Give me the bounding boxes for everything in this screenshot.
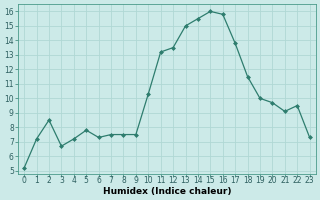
X-axis label: Humidex (Indice chaleur): Humidex (Indice chaleur) — [103, 187, 231, 196]
